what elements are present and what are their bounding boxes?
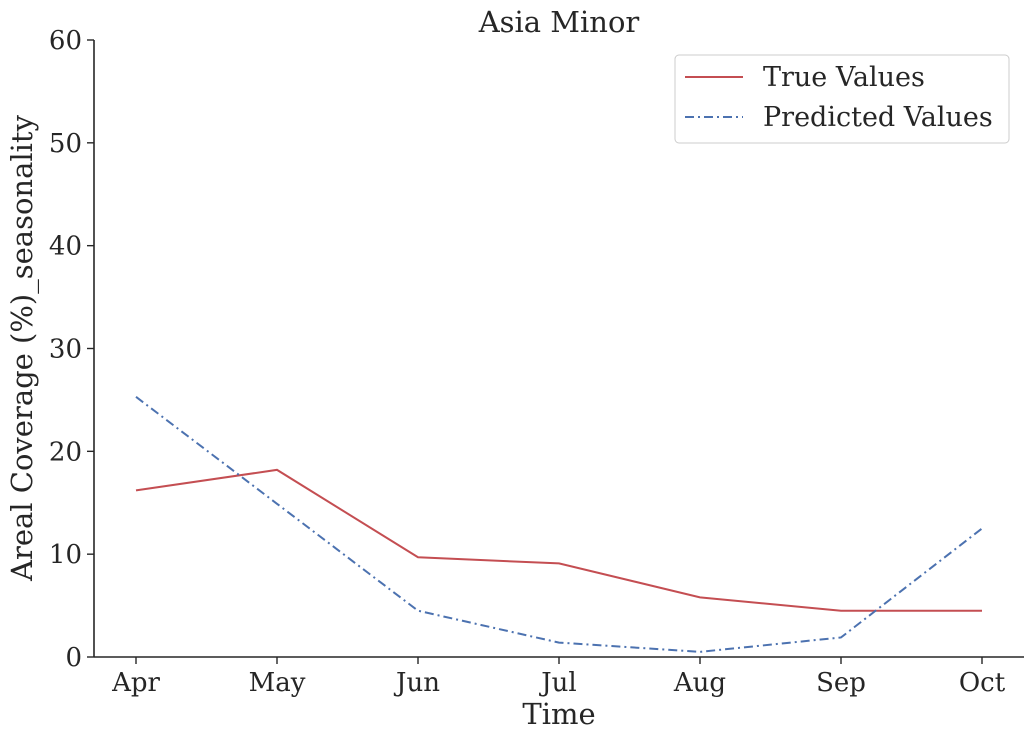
plot-lines [135,396,983,653]
y-tick-label: 40 [49,232,82,262]
true-values-line [135,468,982,612]
legend-box [674,54,1010,144]
y-ticks: 0 10 20 30 40 50 60 [49,26,94,673]
x-tick-label: May [249,668,306,698]
predicted-values-line [135,396,983,653]
x-tick-label: Jul [538,668,576,698]
y-axis-label: Areal Coverage (%)_seasonality [5,114,40,582]
x-axis-label: Time [522,697,595,731]
y-tick-label: 0 [65,643,82,673]
y-tick-label: 20 [49,437,82,467]
x-tick-label: Sep [816,668,866,698]
chart-title: Asia Minor [478,5,640,39]
x-tick-label: Apr [111,668,160,698]
y-tick-label: 30 [49,335,82,365]
legend-predicted-label: Predicted Values [763,102,993,133]
legend: True Values Predicted Values [674,54,1010,144]
x-ticks: Apr May Jun Jul Aug Sep Oct [111,657,1006,698]
x-tick-label: Jun [393,668,440,698]
legend-true-label: True Values [763,62,925,93]
y-tick-label: 50 [49,129,82,159]
y-tick-label: 10 [49,540,82,570]
y-tick-label: 60 [49,26,82,56]
x-tick-label: Oct [959,668,1006,698]
x-tick-label: Aug [673,668,726,698]
